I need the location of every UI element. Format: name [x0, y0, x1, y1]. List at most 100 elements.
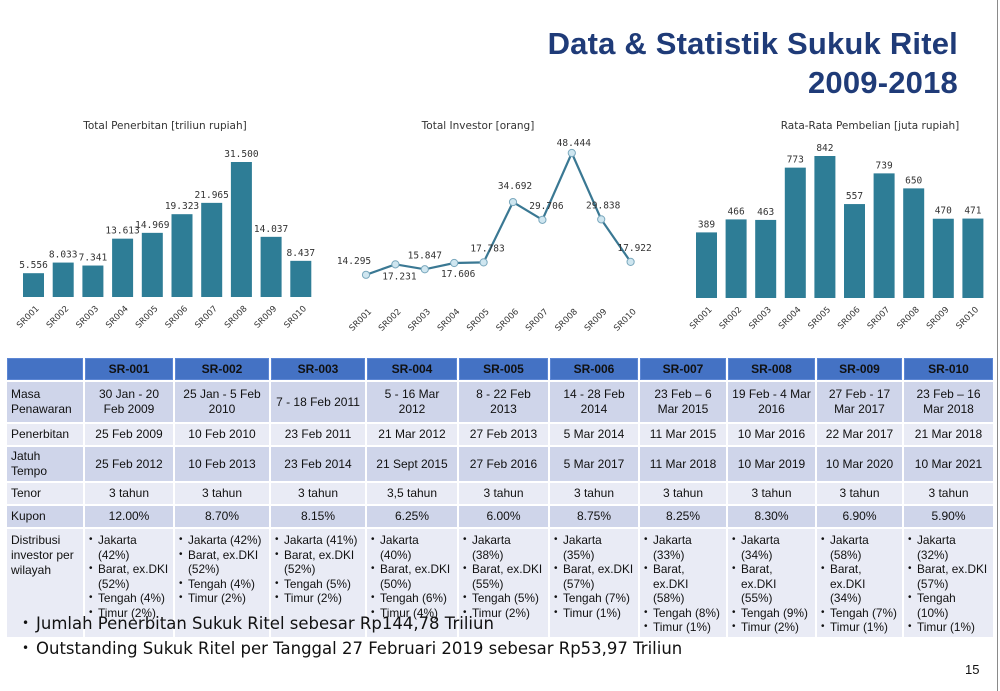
table-cell: 25 Feb 2012 [85, 447, 173, 481]
region-distribution-list: Jakarta (32%)Barat, ex.DKI (57%)Tengah (… [908, 533, 989, 635]
column-header-sr002: SR-002 [175, 358, 269, 380]
region-distribution-item: Tengah (4%) [179, 577, 265, 592]
column-header-sr003: SR-003 [271, 358, 365, 380]
x-tick-label: SR007 [524, 307, 551, 334]
region-distribution-item: Jakarta (40%) [371, 533, 453, 562]
bar [932, 218, 954, 298]
table-cell: 25 Jan - 5 Feb 2010 [175, 382, 269, 422]
region-distribution-list: Jakarta (41%)Barat, ex.DKI (52%)Tengah (… [275, 533, 361, 606]
bar [814, 156, 836, 298]
data-point-marker [450, 258, 459, 268]
region-distribution-item: Tengah (7%) [554, 591, 634, 606]
bar [962, 218, 984, 298]
summary-notes: • Jumlah Penerbitan Sukuk Ritel sebesar R… [22, 611, 682, 661]
line-chart-investor: Total Investor [orang] 14.295 17.231 15.847… [337, 120, 652, 334]
table-cell: 27 Feb 2013 [459, 424, 548, 445]
table-cell: 10 Mar 2019 [728, 447, 815, 481]
region-distribution-item: Timur (1%) [644, 620, 722, 635]
bar-value-label: 14.037 [254, 224, 288, 235]
x-tick-label: SR009 [583, 307, 610, 334]
bar [201, 202, 223, 297]
data-point-marker [508, 197, 518, 207]
column-header-sr009: SR-009 [817, 358, 902, 380]
bar-value-label: 842 [816, 143, 833, 154]
table-cell: 21 Sept 2015 [367, 447, 457, 481]
bar-value-label: 8.033 [49, 250, 78, 261]
region-distribution-item: Timur (2%) [89, 606, 169, 621]
bullet-icon: • [22, 641, 30, 655]
table-cell: Jakarta (35%)Barat, ex.DKI (57%)Tengah (… [550, 529, 638, 637]
table-cell: 8.25% [640, 506, 726, 527]
point-value-label: 15.847 [408, 250, 442, 261]
row-label: Distribusi investor per wilayah [7, 529, 83, 637]
bar [23, 273, 44, 297]
bar-chart-pembelian: Rata-Rata Pembelian [juta rupiah] 389 466 4… [688, 120, 984, 332]
table-cell: 12.00% [85, 506, 173, 527]
x-tick-label: SR006 [836, 305, 863, 332]
sukuk-series-table: SR-001 SR-002 SR-003 SR-004 SR-005 SR-00… [5, 356, 995, 639]
x-tick-label: SR010 [282, 304, 309, 331]
x-tick-label: SR008 [553, 307, 580, 334]
bar-value-label: 5.556 [19, 260, 48, 271]
bar-value-label: 21.965 [195, 190, 229, 201]
region-distribution-item: Tengah (6%) [371, 591, 453, 606]
table-cell: 3 tahun [728, 483, 815, 504]
region-distribution-list: Jakarta (58%)Barat, ex.DKI (34%)Tengah (… [821, 533, 898, 635]
table-cell: 21 Mar 2018 [904, 424, 993, 445]
table-cell: 23 Feb 2011 [271, 424, 365, 445]
point-value-label: 17.231 [382, 271, 417, 282]
data-point-marker [391, 260, 400, 269]
bar-value-label: 739 [876, 160, 893, 171]
table-cell: 7 - 18 Feb 2011 [271, 382, 365, 422]
table-cell: 11 Mar 2018 [640, 447, 726, 481]
bar-value-label: 470 [935, 206, 952, 217]
region-distribution-item: Tengah (10%) [908, 591, 989, 620]
column-header-sr005: SR-005 [459, 358, 548, 380]
region-distribution-item: Jakarta (32%) [908, 533, 989, 562]
note-item: • Outstanding Sukuk Ritel per Tanggal 27 … [22, 636, 682, 661]
region-distribution-item: Barat, ex.DKI (52%) [179, 548, 265, 577]
point-value-label: 34.692 [498, 181, 532, 192]
bar [52, 262, 74, 297]
row-distribusi: Distribusi investor per wilayahJakarta (… [7, 529, 993, 637]
table-cell: 23 Feb – 16 Mar 2018 [904, 382, 993, 422]
chart-title: Rata-Rata Pembelian [juta rupiah] [781, 120, 960, 132]
column-header-sr010: SR-010 [904, 358, 993, 380]
table-cell: 3 tahun [271, 483, 365, 504]
region-distribution-item: Jakarta (41%) [275, 533, 361, 548]
region-distribution-list: Jakarta (35%)Barat, ex.DKI (57%)Tengah (… [554, 533, 634, 620]
bar [873, 173, 895, 298]
data-point-marker [567, 148, 576, 158]
x-tick-label: SR002 [377, 307, 404, 334]
bar [112, 238, 134, 297]
x-tick-label: SR006 [164, 304, 191, 331]
region-distribution-item: Tengah (8%) [644, 606, 722, 621]
bar-value-label: 471 [964, 206, 981, 217]
x-tick-label: SR001 [688, 305, 715, 332]
region-distribution-item: Timur (1%) [554, 606, 634, 621]
region-distribution-item: Tengah (5%) [275, 577, 361, 592]
x-tick-label: SR008 [895, 305, 922, 332]
table-cell: Jakarta (42%)Barat, ex.DKI (52%)Tengah (… [85, 529, 173, 637]
table-cell: 3 tahun [640, 483, 726, 504]
x-tick-label: SR003 [74, 304, 101, 331]
region-distribution-list: Jakarta (42%)Barat, ex.DKI (52%)Tengah (… [179, 533, 265, 606]
data-point-marker [361, 270, 371, 279]
table-cell: 10 Mar 2020 [817, 447, 902, 481]
x-tick-label: SR010 [954, 305, 981, 332]
region-distribution-item: Timur (4%) [371, 606, 453, 621]
bar [784, 167, 806, 298]
table-cell: 3 tahun [175, 483, 269, 504]
page-number: 15 [965, 662, 980, 677]
x-tick-label: SR006 [495, 307, 522, 334]
x-tick-label: SR002 [45, 304, 72, 331]
bar [171, 214, 193, 297]
chart-title: Total Investor [orang] [421, 120, 535, 132]
table-cell: 27 Feb - 17 Mar 2017 [817, 382, 902, 422]
bar [260, 236, 282, 297]
table-cell: 3,5 tahun [367, 483, 457, 504]
x-tick-label: SR004 [436, 307, 463, 334]
region-distribution-item: Barat, ex.DKI (34%) [821, 562, 898, 606]
table-cell: 23 Feb – 6 Mar 2015 [640, 382, 726, 422]
region-distribution-item: Timur (2%) [275, 591, 361, 606]
